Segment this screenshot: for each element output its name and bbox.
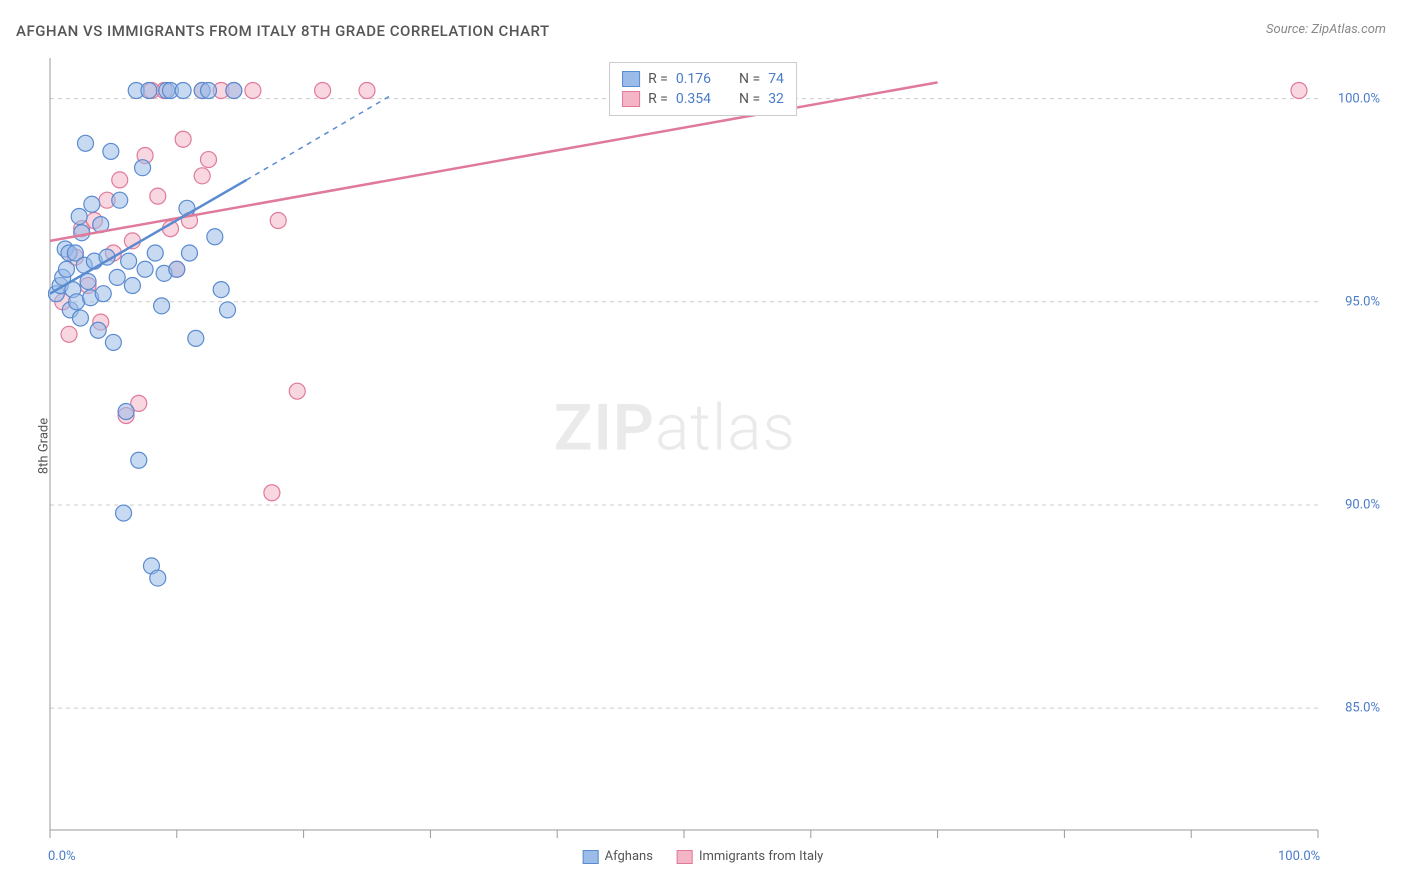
stats-r-italy: 0.354 — [676, 91, 711, 107]
legend-item-afghans: Afghans — [583, 849, 653, 864]
scatter-plot — [48, 48, 1386, 842]
legend-swatch-afghans — [622, 71, 640, 87]
x-tick-label: 0.0% — [48, 849, 76, 864]
legend-item-italy: Immigrants from Italy — [677, 849, 823, 864]
legend-label-italy: Immigrants from Italy — [699, 849, 823, 864]
stats-n-italy: 32 — [768, 91, 784, 107]
stats-n-label: N = — [739, 91, 760, 107]
legend-swatch-afghans — [583, 850, 599, 864]
stats-n-afghans: 74 — [768, 71, 784, 87]
stats-r-label: R = — [648, 91, 668, 107]
stats-r-afghans: 0.176 — [676, 71, 711, 87]
legend-bottom: Afghans Immigrants from Italy — [583, 849, 824, 864]
y-tick-label: 90.0% — [1345, 497, 1380, 512]
x-tick-label: 100.0% — [1278, 849, 1320, 864]
stats-n-label: N = — [739, 71, 760, 87]
y-tick-label: 85.0% — [1345, 701, 1380, 716]
chart-title: AFGHAN VS IMMIGRANTS FROM ITALY 8TH GRAD… — [16, 22, 550, 40]
y-tick-label: 95.0% — [1345, 294, 1380, 309]
legend-label-afghans: Afghans — [605, 849, 653, 864]
stats-box: R = 0.176 N = 74 R = 0.354 N = 32 — [609, 62, 797, 116]
legend-swatch-italy — [677, 850, 693, 864]
chart-area: 85.0%90.0%95.0%100.0%0.0%100.0% — [48, 48, 1386, 842]
stats-row-afghans: R = 0.176 N = 74 — [622, 69, 784, 89]
stats-r-label: R = — [648, 71, 668, 87]
stats-row-italy: R = 0.354 N = 32 — [622, 89, 784, 109]
y-tick-label: 100.0% — [1338, 91, 1380, 106]
source-label: Source: ZipAtlas.com — [1266, 22, 1386, 37]
legend-swatch-italy — [622, 91, 640, 107]
